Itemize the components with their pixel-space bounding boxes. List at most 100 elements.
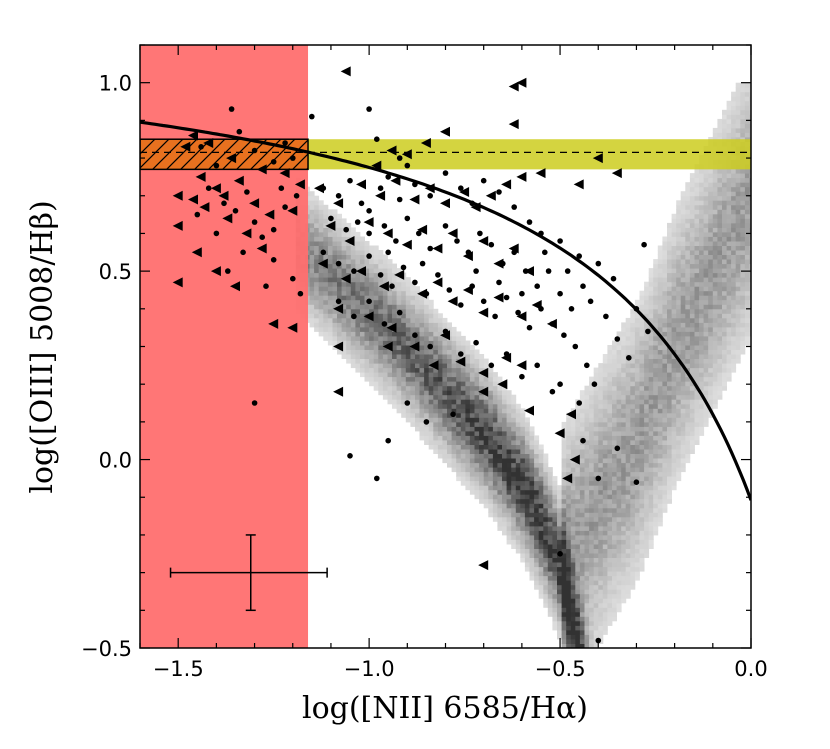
density-cell bbox=[410, 412, 416, 418]
density-cell bbox=[731, 231, 737, 237]
density-cell bbox=[474, 399, 480, 405]
density-cell bbox=[657, 408, 663, 414]
density-cell bbox=[424, 322, 430, 328]
density-cell bbox=[589, 421, 595, 427]
density-cell bbox=[360, 281, 365, 287]
upper-limit-marker bbox=[462, 251, 473, 262]
density-cell bbox=[612, 512, 617, 518]
density-cell bbox=[456, 372, 462, 378]
density-cell bbox=[584, 516, 590, 522]
density-cell bbox=[671, 322, 677, 328]
density-cell bbox=[584, 453, 590, 459]
density-cell bbox=[740, 200, 746, 206]
density-cell bbox=[722, 313, 727, 319]
density-cell bbox=[460, 372, 466, 378]
density-cell bbox=[369, 281, 375, 287]
density-cell bbox=[639, 385, 645, 391]
density-cell bbox=[607, 408, 613, 414]
density-cell bbox=[630, 345, 636, 350]
density-cell bbox=[584, 494, 590, 500]
detection-point bbox=[374, 475, 380, 482]
density-cell bbox=[744, 259, 750, 265]
density-cell bbox=[639, 566, 645, 572]
density-cell bbox=[433, 376, 439, 382]
density-cell bbox=[419, 367, 425, 373]
density-cell bbox=[341, 259, 347, 265]
density-cell bbox=[378, 349, 384, 355]
density-cell bbox=[575, 444, 581, 450]
density-cell bbox=[630, 566, 636, 572]
density-cell bbox=[584, 611, 590, 617]
density-cell bbox=[689, 421, 695, 427]
density-cell bbox=[630, 322, 636, 328]
density-cell bbox=[327, 331, 333, 337]
density-cell bbox=[689, 213, 695, 219]
density-cell bbox=[566, 643, 572, 648]
density-cell bbox=[557, 571, 562, 577]
density-cell bbox=[644, 281, 650, 287]
density-cell bbox=[492, 471, 498, 477]
upper-limit-marker bbox=[478, 367, 489, 378]
density-cell bbox=[657, 390, 663, 396]
density-cell bbox=[616, 566, 622, 572]
density-cell bbox=[483, 376, 489, 382]
density-cell bbox=[552, 620, 558, 626]
density-cell bbox=[561, 471, 567, 477]
density-cell bbox=[579, 639, 585, 644]
density-cell bbox=[712, 286, 718, 292]
density-cell bbox=[538, 494, 544, 500]
density-cell bbox=[506, 534, 512, 540]
density-cell bbox=[433, 440, 439, 445]
density-cell bbox=[483, 462, 489, 468]
density-cell bbox=[566, 462, 572, 468]
density-cell bbox=[722, 182, 727, 188]
density-cell bbox=[671, 308, 677, 314]
density-cell bbox=[346, 304, 352, 310]
density-cell bbox=[671, 340, 677, 346]
density-cell bbox=[515, 498, 521, 504]
density-cell bbox=[469, 394, 475, 400]
density-cell bbox=[667, 476, 672, 482]
density-cell bbox=[612, 435, 617, 441]
density-cell bbox=[566, 525, 572, 531]
density-cell bbox=[694, 326, 700, 332]
density-cell bbox=[360, 263, 365, 269]
density-cell bbox=[717, 250, 723, 255]
density-cell bbox=[524, 503, 530, 509]
density-cell bbox=[602, 521, 608, 527]
density-cell bbox=[740, 295, 746, 301]
density-cell bbox=[589, 553, 595, 558]
density-cell bbox=[653, 462, 659, 468]
density-cell bbox=[511, 399, 517, 405]
density-cell bbox=[657, 480, 663, 486]
density-cell bbox=[722, 213, 727, 219]
density-cell bbox=[598, 440, 604, 445]
density-cell bbox=[634, 498, 640, 504]
density-cell bbox=[694, 213, 700, 219]
density-cell bbox=[607, 580, 613, 586]
density-cell bbox=[657, 268, 663, 274]
density-cell bbox=[648, 530, 654, 536]
density-cell bbox=[671, 277, 677, 283]
density-cell bbox=[726, 317, 732, 323]
density-cell bbox=[410, 421, 416, 427]
density-cell bbox=[644, 539, 650, 545]
density-cell bbox=[465, 340, 471, 346]
density-cell bbox=[369, 304, 375, 310]
density-cell bbox=[625, 571, 631, 577]
density-cell bbox=[685, 449, 691, 454]
density-cell bbox=[520, 521, 526, 527]
density-cell bbox=[680, 394, 686, 400]
density-cell bbox=[451, 430, 457, 436]
density-cell bbox=[744, 250, 750, 255]
density-cell bbox=[378, 286, 384, 292]
density-cell bbox=[662, 507, 668, 513]
density-cell bbox=[680, 191, 686, 197]
density-cell bbox=[341, 241, 347, 246]
density-cell bbox=[369, 268, 375, 274]
density-cell bbox=[396, 354, 402, 359]
density-cell bbox=[703, 313, 709, 319]
density-cell bbox=[419, 304, 425, 310]
density-cell bbox=[722, 304, 727, 310]
density-cell bbox=[593, 584, 599, 590]
